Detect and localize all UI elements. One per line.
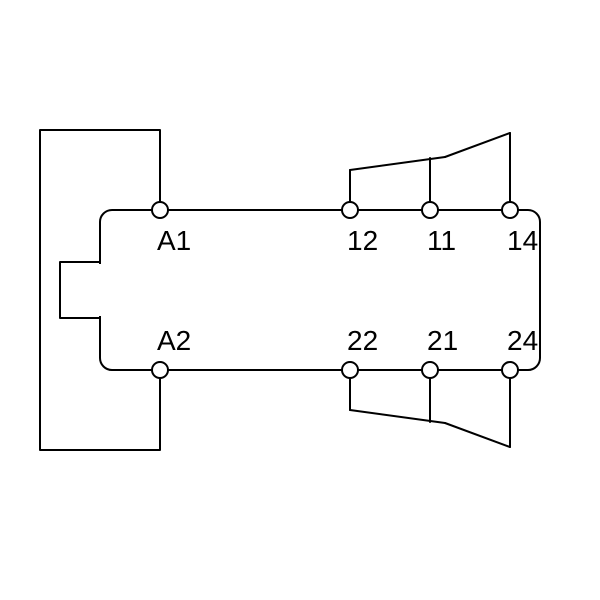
terminal-t21 [422,362,438,378]
terminal-t14 [502,202,518,218]
label-t22: 22 [347,325,378,356]
bottom-contact-group [350,370,510,447]
label-t24: 24 [507,325,538,356]
terminal-t22 [342,362,358,378]
label-a2: A2 [157,325,191,356]
label-t14: 14 [507,225,538,256]
label-a1: A1 [157,225,191,256]
terminal-a1 [152,202,168,218]
label-t11: 11 [427,225,456,256]
relay-schematic: A1 12 11 14 A2 22 21 24 [0,0,600,600]
top-contact-group [350,133,510,210]
coil-tab [60,262,100,318]
label-t12: 12 [347,225,378,256]
terminal-t11 [422,202,438,218]
label-t21: 21 [427,325,458,356]
terminal-t12 [342,202,358,218]
terminal-t24 [502,362,518,378]
terminal-a2 [152,362,168,378]
